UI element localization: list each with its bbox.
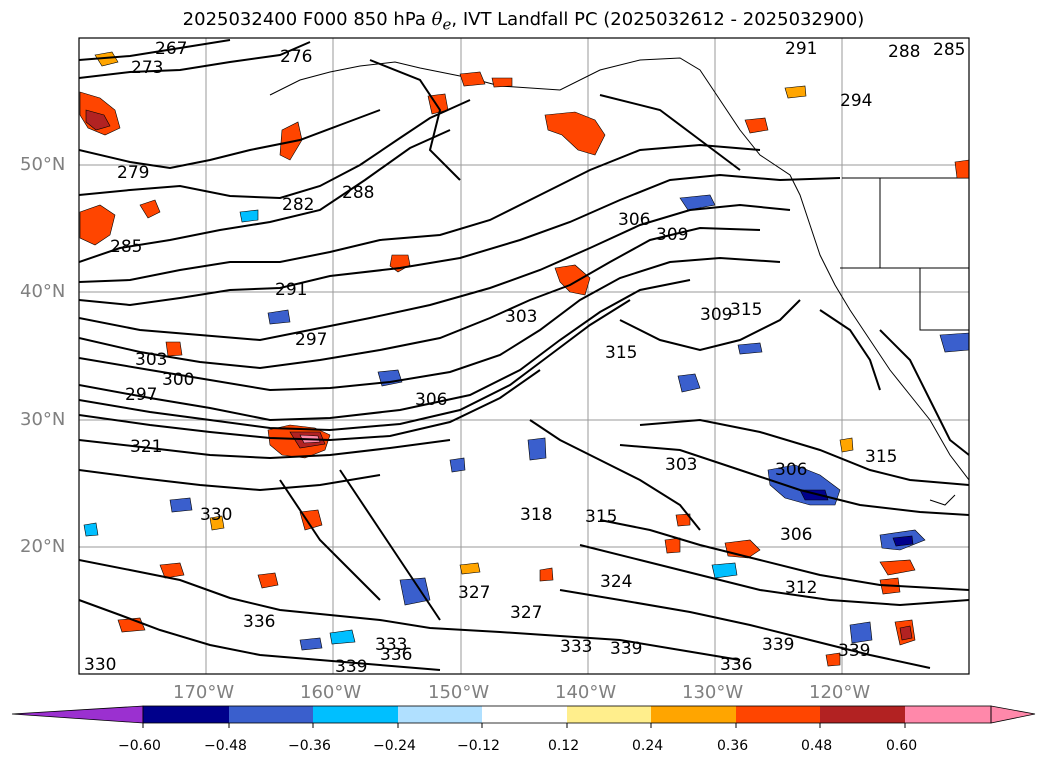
contour-label-288: 288 [342, 183, 374, 203]
colorbar-bin [313, 706, 398, 723]
contour-label-303b: 303 [505, 307, 537, 327]
contour-label-267: 267 [155, 39, 187, 59]
contour-label-333: 333 [560, 637, 592, 657]
colorbar-tick-label: −0.36 [288, 738, 331, 754]
contour-label-285b: 285 [933, 40, 965, 60]
lon-label-170w: 170°W [173, 682, 235, 703]
positive-shading [79, 51, 969, 667]
contour-label-315d: 315 [585, 507, 617, 527]
lon-label-130w: 130°W [682, 682, 744, 703]
map-frame [78, 37, 970, 675]
contour-label-306d: 306 [780, 525, 812, 545]
colorbar-bin [143, 706, 229, 723]
contour-label-321: 321 [130, 437, 162, 457]
contour-label-330: 330 [84, 655, 116, 675]
contour-label-306c: 306 [775, 460, 807, 480]
contour-label-333b: 333 [375, 635, 407, 655]
contour-label-303c: 303 [665, 455, 697, 475]
contour-label-312: 312 [785, 578, 817, 598]
colorbar-tick-label: 0.24 [632, 738, 664, 754]
contour-label-276: 276 [280, 47, 312, 67]
contour-label-306b: 306 [618, 210, 650, 230]
colorbar-tick-label: 0.36 [717, 738, 749, 754]
contour-label-279: 279 [117, 163, 149, 183]
contour-label-339b: 339 [335, 657, 367, 677]
contour-label-336: 336 [243, 612, 275, 632]
lon-label-140w: 140°W [555, 682, 617, 703]
contour-label-309b: 309 [700, 305, 732, 325]
colorbar-tick-label: −0.24 [373, 738, 416, 754]
contour-label-291: 291 [275, 280, 307, 300]
colorbar-tick-label: −0.60 [118, 738, 161, 754]
contour-label-285: 285 [110, 237, 142, 257]
map-title: 2025032400 F000 850 hPa θe, IVT Landfall… [182, 9, 865, 34]
contour-label-315: 315 [730, 300, 762, 320]
colorbar-bin [398, 706, 482, 723]
contour-label-303: 303 [135, 350, 167, 370]
coastlines [269, 57, 969, 506]
colorbar-bin [905, 706, 991, 723]
map-background [79, 38, 969, 674]
contour-labels: 267 273 279 276 282 285 288 291 297 303 … [84, 39, 965, 677]
colorbar-tick-label: 0.60 [886, 738, 918, 754]
colorbar-extend-right [990, 705, 1036, 724]
contour-label-282: 282 [282, 195, 314, 215]
contour-label-327b: 327 [510, 603, 542, 623]
contour-label-339d: 339 [838, 641, 870, 661]
contour-label-306: 306 [415, 390, 447, 410]
contour-label-309: 309 [656, 225, 688, 245]
lon-label-150w: 150°W [428, 682, 490, 703]
contour-label-336c: 336 [720, 655, 752, 675]
contour-label-336b: 336 [380, 645, 412, 665]
colorbar [11, 705, 1036, 728]
contour-label-297b: 297 [125, 385, 157, 405]
contour-label-291: 291 [785, 39, 817, 59]
colorbar-bin [736, 706, 820, 723]
contour-label-294: 294 [840, 91, 872, 111]
colorbar-tick-label: 0.12 [548, 738, 580, 754]
colorbar-extend-left [11, 705, 144, 724]
lat-label-20n: 20°N [20, 536, 66, 557]
colorbar-bin [482, 706, 567, 723]
lat-label-50n: 50°N [20, 154, 66, 175]
contour-label-315b: 315 [605, 343, 637, 363]
colorbar-tick-label: −0.48 [204, 738, 247, 754]
contour-label-330b: 330 [200, 505, 232, 525]
contour-label-315c: 315 [865, 447, 897, 467]
theta-e-contours [79, 39, 969, 671]
contour-label-297: 297 [295, 330, 327, 350]
colorbar-bin [567, 706, 651, 723]
lon-label-160w: 160°W [300, 682, 362, 703]
contour-label-339: 339 [610, 639, 642, 659]
contour-label-273: 273 [131, 58, 163, 78]
colorbar-bin [651, 706, 736, 723]
contour-label-288b: 288 [888, 42, 920, 62]
colorbar-bin [820, 706, 905, 723]
contour-label-318: 318 [520, 505, 552, 525]
lat-label-40n: 40°N [20, 281, 66, 302]
contour-label-300: 300 [162, 370, 194, 390]
lon-label-120w: 120°W [809, 682, 871, 703]
contour-label-324: 324 [600, 572, 632, 592]
contour-label-339c: 339 [762, 635, 794, 655]
lat-label-30n: 30°N [20, 409, 66, 430]
colorbar-bin [229, 706, 313, 723]
contour-label-327: 327 [458, 583, 490, 603]
colorbar-tick-label: 0.48 [801, 738, 833, 754]
colorbar-tick-label: −0.12 [457, 738, 500, 754]
